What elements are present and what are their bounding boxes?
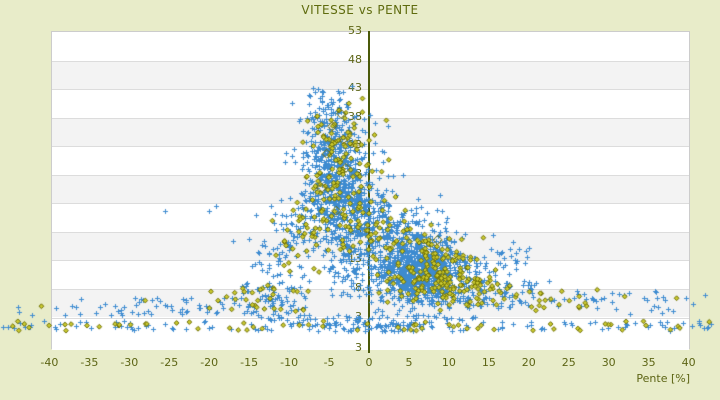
scatter-plot-canvas [0,0,720,400]
chart-stage: VITESSE vs PENTE 534843383328231813833 -… [0,0,720,400]
